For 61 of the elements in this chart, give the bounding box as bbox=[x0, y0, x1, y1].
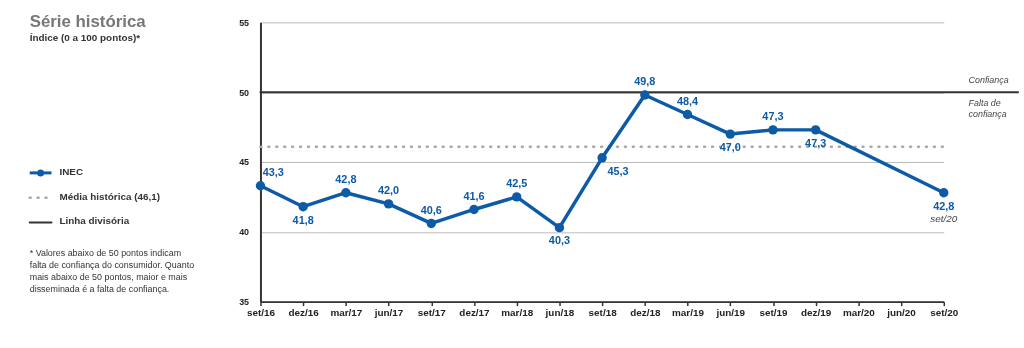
x-tick-label: mar/17 bbox=[330, 307, 363, 318]
data-label: 43,3 bbox=[262, 165, 284, 178]
point bbox=[512, 192, 522, 202]
y-tick-label: 50 bbox=[239, 87, 250, 98]
data-label: 42,8 bbox=[933, 199, 955, 212]
x-tick-label: jun/19 bbox=[715, 307, 746, 318]
x-tick-label: jun/17 bbox=[373, 307, 404, 318]
data-label: 47,3 bbox=[762, 109, 784, 122]
text: Índice (0 a 100 pontos)* bbox=[29, 32, 141, 44]
data-label: 41,6 bbox=[463, 189, 485, 202]
data-label: 42,0 bbox=[377, 183, 400, 196]
x-tick-label: set/18 bbox=[588, 307, 618, 318]
legend-label: Média histórica (46,1) bbox=[59, 190, 161, 202]
x-tick-label: set/17 bbox=[417, 307, 447, 318]
data-label: 42,8 bbox=[335, 172, 357, 185]
x-tick-label: dez/19 bbox=[801, 307, 832, 318]
x-tick-label: dez/17 bbox=[459, 307, 491, 318]
x-tick-label: mar/18 bbox=[501, 307, 534, 318]
point bbox=[554, 222, 565, 233]
annotation: set/20 bbox=[930, 213, 958, 225]
point bbox=[597, 153, 607, 163]
y-tick-label: 35 bbox=[239, 297, 250, 308]
point bbox=[725, 129, 735, 139]
y-tick-label: 55 bbox=[239, 17, 250, 28]
point bbox=[640, 90, 650, 100]
data-label: 42,5 bbox=[506, 177, 528, 190]
point bbox=[298, 202, 308, 212]
data-label: 45,3 bbox=[607, 164, 629, 177]
x-tick-label: jun/20 bbox=[886, 307, 917, 318]
data-label: 40,3 bbox=[548, 234, 570, 247]
point bbox=[341, 188, 351, 198]
text: Série histórica bbox=[29, 12, 147, 32]
x-tick-label: set/20 bbox=[930, 307, 959, 318]
point bbox=[426, 218, 436, 229]
point bbox=[768, 125, 778, 135]
data-label: 47,0 bbox=[719, 140, 741, 153]
point bbox=[939, 188, 949, 198]
text: * Valores abaixo de 50 pontos indicam falta de confiança do consumidor. Quanto mais abaixo de 50 pontos, maior e mais disseminada é a falta de confiança. bbox=[29, 248, 195, 294]
x-tick-label: mar/20 bbox=[842, 307, 876, 318]
x-tick-label: jun/18 bbox=[544, 307, 575, 318]
y-tick-label: 45 bbox=[239, 157, 250, 168]
text: Confiança bbox=[968, 75, 1009, 86]
x-tick-label: set/16 bbox=[246, 307, 276, 318]
point bbox=[383, 199, 394, 209]
point bbox=[469, 204, 479, 215]
data-label: 48,4 bbox=[676, 94, 699, 107]
point bbox=[682, 109, 693, 120]
point bbox=[810, 125, 821, 135]
data-label: 40,6 bbox=[420, 203, 442, 216]
x-tick-label: dez/16 bbox=[288, 307, 320, 318]
legend-label: INEC bbox=[59, 165, 84, 177]
data-label: 41,8 bbox=[292, 213, 314, 226]
text: Falta de confiança bbox=[968, 98, 1007, 119]
x-tick-label: mar/19 bbox=[672, 307, 705, 318]
point bbox=[255, 181, 266, 191]
x-tick-label: set/19 bbox=[759, 307, 788, 318]
data-label: 47,3 bbox=[805, 136, 827, 149]
legend-label: Linha divisória bbox=[59, 215, 130, 227]
y-tick-label: 40 bbox=[239, 227, 250, 238]
x-tick-label: dez/18 bbox=[630, 307, 661, 318]
data-label: 49,8 bbox=[634, 75, 656, 88]
